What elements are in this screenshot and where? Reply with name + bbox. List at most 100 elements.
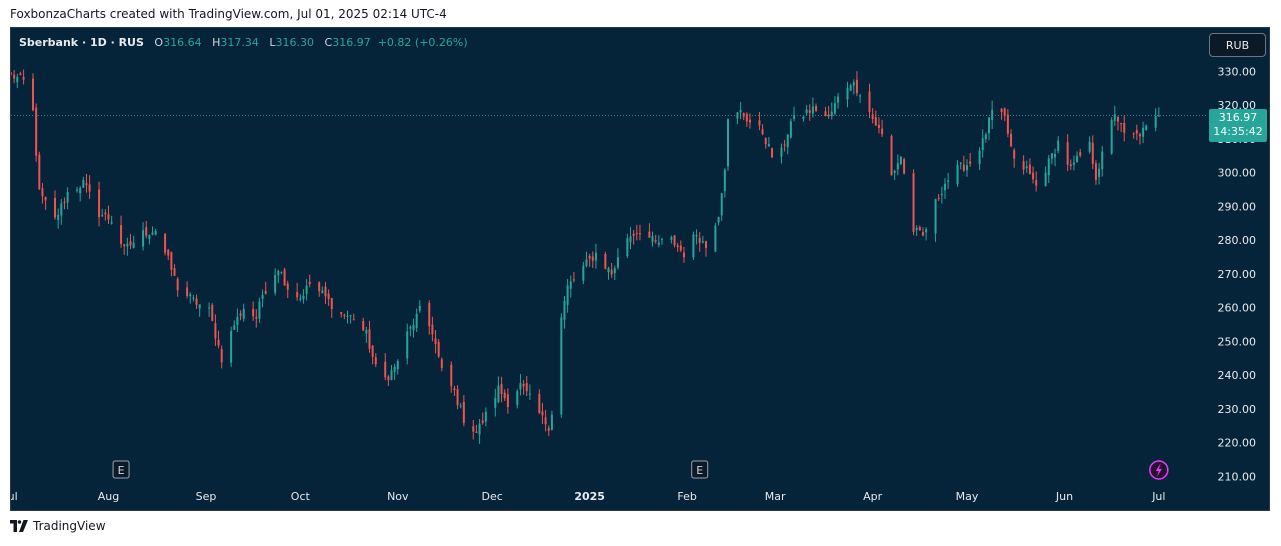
candle-body xyxy=(1066,142,1069,165)
candle-body xyxy=(142,230,145,247)
candle-body xyxy=(538,393,541,413)
candle-body xyxy=(855,79,858,94)
candle-body xyxy=(516,391,519,406)
candle-body xyxy=(594,252,597,261)
candle-body xyxy=(654,239,657,242)
candle-body xyxy=(991,109,994,120)
candle-body xyxy=(1022,161,1025,170)
candle-body xyxy=(657,242,660,245)
tradingview-logo[interactable]: TradingView xyxy=(10,519,106,533)
candle-body xyxy=(1101,151,1104,170)
candle-body xyxy=(607,268,610,273)
candle-body xyxy=(1098,168,1101,178)
candle-body xyxy=(1138,134,1141,137)
candle-body xyxy=(1142,127,1145,137)
legend-high-label: H xyxy=(212,36,221,49)
candle-body xyxy=(418,305,421,311)
y-tick-label: 270.00 xyxy=(1218,268,1257,281)
candle-body xyxy=(368,329,371,349)
candle-body xyxy=(742,112,745,117)
candlestick-chart[interactable]: 330.00320.00310.00300.00290.00280.00270.… xyxy=(11,28,1269,510)
candle-body xyxy=(1116,116,1119,122)
candle-body xyxy=(261,294,264,299)
candle-body xyxy=(384,361,387,378)
candle-body xyxy=(925,229,928,233)
chart-panel[interactable]: 330.00320.00310.00300.00290.00280.00270.… xyxy=(10,27,1270,511)
candle-body xyxy=(60,203,63,216)
candle-body xyxy=(1094,163,1097,180)
candle-body xyxy=(1088,141,1091,152)
candle-body xyxy=(899,156,902,165)
candle-body xyxy=(242,308,245,319)
candle-body xyxy=(1120,123,1123,125)
x-tick-label: Jun xyxy=(1055,490,1073,503)
candle-body xyxy=(19,73,22,75)
candle-body xyxy=(874,117,877,126)
candle-body xyxy=(484,411,487,422)
candle-body xyxy=(1157,115,1160,117)
legend-open-label: O xyxy=(154,36,164,49)
candle-body xyxy=(349,315,352,317)
candle-body xyxy=(387,376,390,380)
candle-body xyxy=(255,317,258,319)
candle-body xyxy=(1047,158,1050,176)
candle-body xyxy=(947,180,950,182)
candle-body xyxy=(1076,155,1079,163)
candle-body xyxy=(544,417,547,425)
candle-body xyxy=(79,187,82,194)
candle-body xyxy=(76,189,79,191)
candle-body xyxy=(220,348,223,363)
candle-body xyxy=(1025,166,1028,169)
legend-symbol: Sberbank · 1D · RUS xyxy=(19,36,144,49)
candle-body xyxy=(824,111,827,116)
candle-body xyxy=(305,285,308,294)
candle-body xyxy=(802,116,805,119)
legend-high-value: 317.34 xyxy=(220,36,259,49)
candle-body xyxy=(959,162,962,164)
earnings-marker xyxy=(691,460,709,479)
candle-body xyxy=(478,423,481,435)
legend-change: +0.82 (+0.26%) xyxy=(377,36,468,49)
candle-body xyxy=(82,179,85,188)
candle-body xyxy=(54,197,57,218)
candle-body xyxy=(481,420,484,424)
candle-body xyxy=(390,370,393,381)
candle-body xyxy=(868,91,871,113)
candle-body xyxy=(626,238,629,256)
candle-body xyxy=(374,357,377,365)
candle-body xyxy=(827,114,830,117)
candle-body xyxy=(616,257,619,268)
candle-body xyxy=(500,384,503,394)
candle-body xyxy=(503,392,506,399)
earnings-marker xyxy=(112,460,130,479)
candle-body xyxy=(569,281,572,289)
candle-body xyxy=(736,112,739,119)
candle-body xyxy=(1028,164,1031,174)
candle-body xyxy=(506,394,509,408)
candle-body xyxy=(1072,162,1075,165)
candle-body xyxy=(890,135,893,176)
candle-body xyxy=(789,121,792,138)
candle-body xyxy=(1010,134,1013,147)
candle-body xyxy=(660,238,663,240)
candle-body xyxy=(346,315,349,317)
candle-body xyxy=(302,295,305,300)
candle-body xyxy=(415,313,418,329)
candle-body xyxy=(362,321,365,331)
candle-body xyxy=(85,183,88,186)
x-tick-label: Feb xyxy=(677,490,696,503)
candle-body xyxy=(783,144,786,146)
currency-button[interactable]: RUB xyxy=(1209,33,1266,57)
candle-body xyxy=(1069,164,1072,167)
candle-body xyxy=(1006,114,1009,134)
candle-body xyxy=(815,106,818,111)
candle-body xyxy=(57,214,60,221)
tradingview-logo-icon xyxy=(10,520,28,532)
candle-body xyxy=(214,323,217,339)
candle-body xyxy=(1135,130,1138,134)
x-tick-label: Oct xyxy=(291,490,311,503)
candle-body xyxy=(739,109,742,113)
candle-body xyxy=(277,270,280,276)
x-tick-label: Jul xyxy=(1151,490,1165,503)
candle-body xyxy=(497,385,500,403)
